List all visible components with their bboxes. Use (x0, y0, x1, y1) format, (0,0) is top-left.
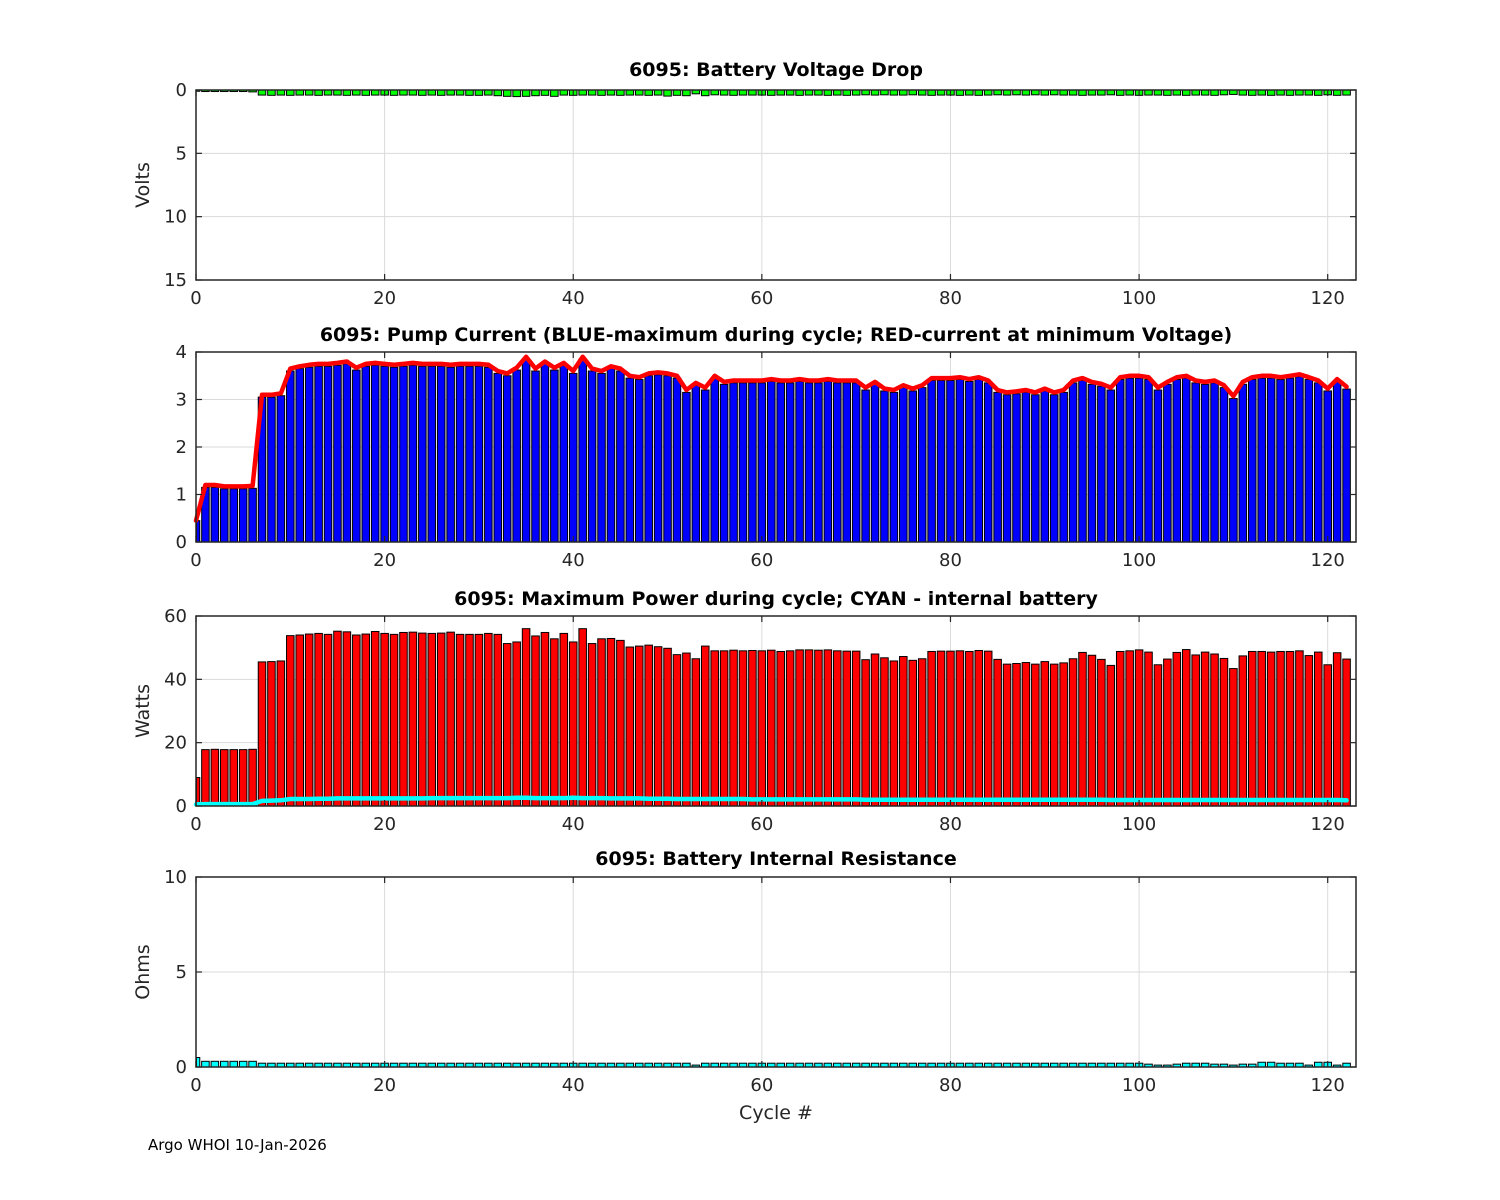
svg-text:60: 60 (164, 606, 187, 627)
svg-text:20: 20 (373, 1075, 396, 1096)
svg-text:120: 120 (1311, 288, 1345, 309)
svg-text:40: 40 (164, 669, 187, 690)
svg-text:3: 3 (176, 390, 187, 411)
svg-text:40: 40 (562, 550, 585, 571)
svg-text:1: 1 (176, 485, 187, 506)
svg-text:100: 100 (1122, 1075, 1156, 1096)
svg-text:0: 0 (176, 1057, 187, 1078)
svg-text:4: 4 (176, 342, 187, 363)
svg-text:40: 40 (562, 1075, 585, 1096)
chart-title-pump-current: 6095: Pump Current (BLUE-maximum during … (319, 324, 1233, 346)
svg-text:40: 40 (562, 288, 585, 309)
svg-text:0: 0 (190, 288, 201, 309)
svg-text:100: 100 (1122, 814, 1156, 835)
svg-text:0: 0 (190, 814, 201, 835)
svg-text:0: 0 (190, 1075, 201, 1096)
svg-text:60: 60 (750, 814, 773, 835)
svg-text:5: 5 (176, 143, 187, 164)
svg-text:80: 80 (939, 814, 962, 835)
svg-text:60: 60 (750, 550, 773, 571)
chart-title-voltage-drop: 6095: Battery Voltage Drop (629, 59, 923, 81)
svg-text:120: 120 (1311, 1075, 1345, 1096)
svg-text:100: 100 (1122, 288, 1156, 309)
svg-text:120: 120 (1311, 814, 1345, 835)
svg-text:20: 20 (373, 288, 396, 309)
svg-text:80: 80 (939, 288, 962, 309)
svg-text:0: 0 (176, 80, 187, 101)
svg-text:60: 60 (750, 288, 773, 309)
svg-text:15: 15 (164, 270, 187, 291)
svg-text:0: 0 (190, 550, 201, 571)
svg-text:20: 20 (373, 550, 396, 571)
svg-text:0: 0 (176, 796, 187, 817)
svg-text:20: 20 (164, 733, 187, 754)
figure-footer-stamp: Argo WHOI 10-Jan-2026 (148, 1136, 327, 1154)
x-axis-label-cycle: Cycle # (739, 1102, 813, 1124)
svg-text:40: 40 (562, 814, 585, 835)
svg-text:10: 10 (164, 867, 187, 888)
svg-text:20: 20 (373, 814, 396, 835)
svg-text:10: 10 (164, 207, 187, 228)
chart-title-internal-resistance: 6095: Battery Internal Resistance (595, 848, 957, 870)
y-axis-label-ohms: Ohms (132, 944, 154, 1000)
svg-text:120: 120 (1311, 550, 1345, 571)
svg-text:60: 60 (750, 1075, 773, 1096)
svg-text:2: 2 (176, 437, 187, 458)
svg-text:0: 0 (176, 532, 187, 553)
svg-text:80: 80 (939, 550, 962, 571)
chart-title-max-power: 6095: Maximum Power during cycle; CYAN -… (454, 588, 1098, 610)
svg-text:5: 5 (176, 962, 187, 983)
svg-text:80: 80 (939, 1075, 962, 1096)
svg-text:100: 100 (1122, 550, 1156, 571)
y-axis-label-volts: Volts (132, 162, 154, 208)
y-axis-label-watts: Watts (132, 683, 154, 739)
